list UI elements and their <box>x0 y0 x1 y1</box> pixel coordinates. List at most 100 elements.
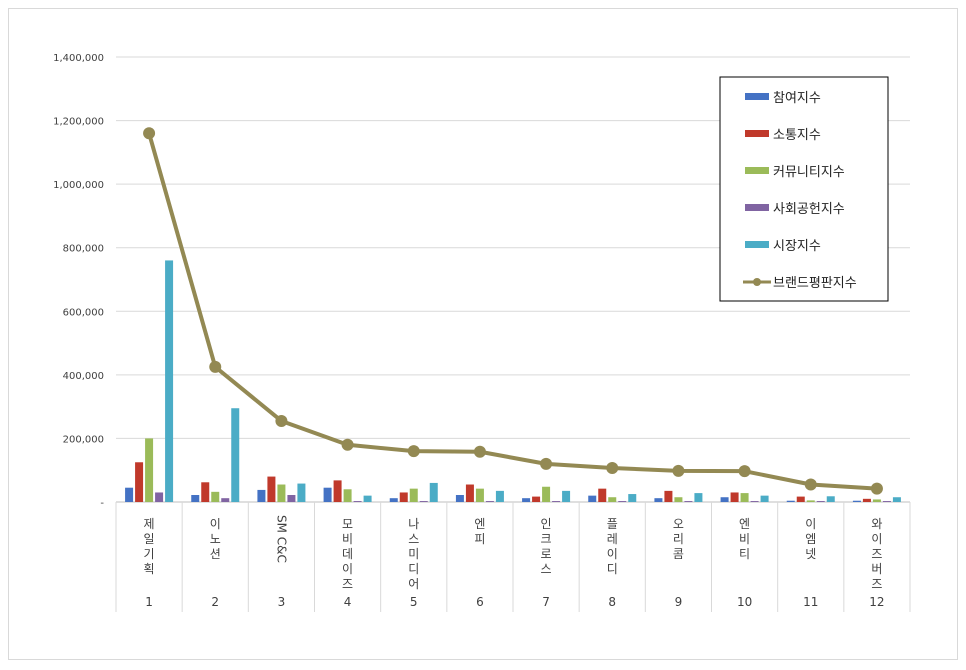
line-point <box>209 360 222 373</box>
line-point <box>738 465 751 478</box>
bar <box>862 498 871 502</box>
bar <box>852 500 861 502</box>
line-point <box>275 414 288 427</box>
line-point <box>407 445 420 458</box>
bar <box>353 501 362 502</box>
legend-box <box>719 76 889 302</box>
bar <box>816 501 825 502</box>
bar <box>664 490 673 502</box>
legend-label: 브랜드평판지수 <box>773 276 857 291</box>
x-axis-labels: 제 일 기 획 1 이 노 션 2 SM C&C 3 모 비 데 이 즈 4 나 스 미 디 어 5 엔 피 6 인 크 로 스 7 플 레 이 디… <box>144 515 885 609</box>
bar <box>155 492 164 502</box>
bar <box>135 462 144 502</box>
x-rank-label: 7 <box>542 595 550 609</box>
y-tick-label: 600,000 <box>63 307 104 318</box>
legend-label: 참여지수 <box>773 91 821 106</box>
bar <box>552 501 561 502</box>
line-point <box>672 464 685 477</box>
legend-label: 커뮤니티지수 <box>773 165 845 180</box>
x-rank-label: 12 <box>869 595 884 609</box>
bar <box>730 492 739 502</box>
legend-label: 소통지수 <box>773 128 821 143</box>
bar <box>740 493 749 502</box>
legend-label: 시장지수 <box>773 239 821 254</box>
bar <box>257 489 266 502</box>
bar-series <box>125 260 901 502</box>
bar <box>892 497 901 502</box>
line-series-path <box>147 132 878 491</box>
bar <box>598 488 607 502</box>
bar <box>399 492 408 502</box>
line-point <box>606 461 619 474</box>
bar <box>720 497 729 502</box>
x-rank-label: 6 <box>476 595 484 609</box>
legend-swatch <box>745 130 769 137</box>
bar <box>287 495 296 502</box>
x-rank-label: 5 <box>410 595 418 609</box>
bar <box>872 499 881 502</box>
y-tick-label: 800,000 <box>63 244 104 255</box>
bar <box>628 494 637 502</box>
y-axis-ticks: - 200,000 400,000 600,000 800,000 1,000,000 1,… <box>53 53 104 509</box>
bar <box>389 498 398 502</box>
y-tick-label: 1,400,000 <box>53 53 104 64</box>
x-rank-label: 8 <box>608 595 616 609</box>
line-point <box>473 445 486 458</box>
bar <box>684 501 693 502</box>
bar <box>191 495 200 502</box>
y-tick-label: 200,000 <box>63 434 104 445</box>
bar <box>608 497 617 502</box>
bar <box>231 408 240 502</box>
legend-marker <box>753 278 761 286</box>
bar <box>409 488 418 502</box>
x-rank-label: 3 <box>278 595 286 609</box>
legend-swatch <box>745 204 769 211</box>
x-rank-label: 1 <box>145 595 153 609</box>
bar <box>485 501 494 502</box>
y-tick-label: 1,000,000 <box>53 180 104 191</box>
legend-swatch <box>745 167 769 174</box>
x-rank-label: 11 <box>803 595 818 609</box>
legend-label: 사회공헌지수 <box>773 202 845 217</box>
bar <box>297 483 306 502</box>
line-point <box>804 478 817 491</box>
bar <box>455 495 464 502</box>
bar <box>343 489 352 502</box>
bar <box>562 490 571 502</box>
bar <box>201 482 210 502</box>
legend-swatch <box>745 241 769 248</box>
bar <box>654 498 663 502</box>
line-point <box>143 127 156 140</box>
bar <box>465 484 474 502</box>
bar <box>532 496 541 502</box>
legend-swatch <box>745 93 769 100</box>
bar <box>750 501 759 502</box>
bar <box>806 500 815 502</box>
bar <box>323 487 332 502</box>
bar <box>363 495 372 502</box>
bar <box>522 498 531 502</box>
bar <box>542 486 551 502</box>
line-series <box>143 127 883 495</box>
bar <box>165 260 174 502</box>
bar <box>495 490 504 502</box>
bar <box>796 496 805 502</box>
bar <box>882 501 891 502</box>
bar <box>760 495 769 502</box>
bar <box>125 487 134 502</box>
bar <box>145 438 154 502</box>
x-rank-label: 10 <box>737 595 752 609</box>
bar <box>333 480 342 502</box>
x-category-label: SM C&C <box>274 515 288 563</box>
